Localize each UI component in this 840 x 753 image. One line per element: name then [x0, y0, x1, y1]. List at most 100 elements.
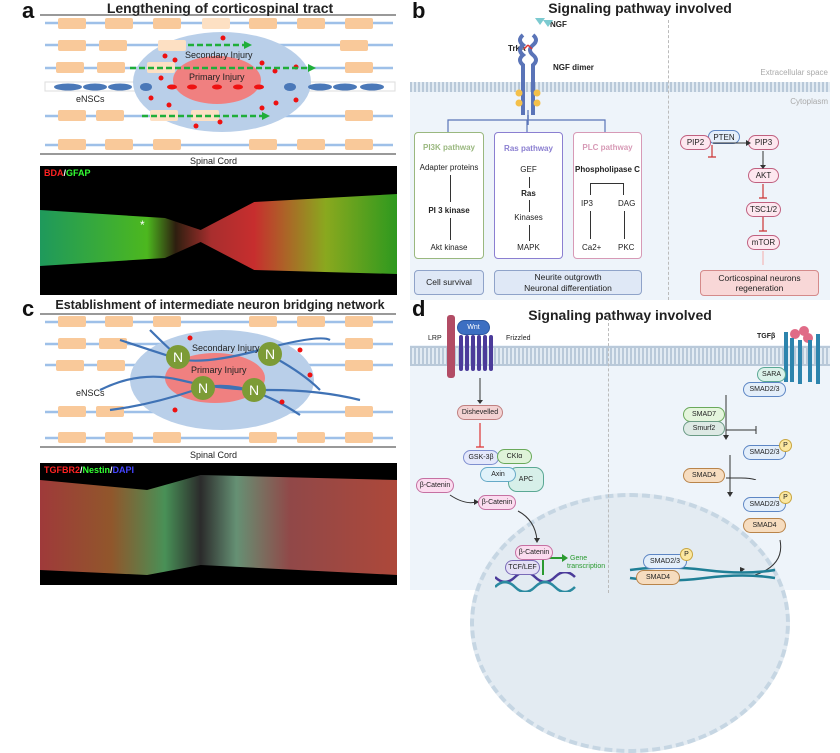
pathway-branch-arrows [447, 110, 606, 132]
panel-label-d: d [412, 296, 426, 321]
primary-injury-label: Primary Injury [189, 72, 245, 82]
cell-survival-box: Cell survival [414, 270, 484, 295]
extracellular-label: Extracellular space [760, 68, 828, 77]
stain-tgfbr2: TGFBR2 [44, 465, 80, 475]
mtor-node: mTOR [747, 235, 780, 250]
pi3-kinase: PI 3 kinase [428, 206, 470, 215]
divider-d [608, 318, 609, 593]
wnt-arrows [449, 378, 568, 575]
kinases: Kinases [514, 213, 543, 222]
akt-kinase: Akt kinase [430, 243, 468, 252]
smad23-receptor: SMAD2/3 [743, 382, 786, 397]
tsc-node: TSC1/2 [746, 202, 781, 217]
stain-sep: / [110, 465, 113, 475]
phospholipase-c: Phospholipase C [575, 165, 640, 174]
dna-helix-icon [495, 572, 576, 592]
ras: Ras [521, 189, 536, 198]
gsk3b-node: GSK-3β [463, 450, 499, 465]
transcription-text: transcription [567, 562, 606, 570]
ensc-label: eNSCs [76, 94, 105, 104]
gene-transcription-label: Gene transcription [567, 555, 605, 570]
frizzled-receptor-icon [459, 335, 493, 371]
ras-title: Ras pathway [504, 144, 553, 153]
tgfb-label: TGFβ [757, 333, 776, 340]
smad7-inhibition-arrows [726, 426, 757, 480]
neurite-outgrowth: Neurite outgrowth [534, 272, 602, 283]
trka-label: TrkA [508, 44, 526, 53]
phosphate-icon: P [779, 439, 792, 452]
stain-dapi: DAPI [112, 465, 135, 475]
cell-membrane-d [410, 346, 830, 366]
beta-catenin-free: β-Catenin [478, 495, 516, 510]
neuron-n-4: N [249, 382, 259, 398]
neuronal-differentiation: Neuronal differentiation [524, 282, 612, 293]
smad4-node: SMAD4 [683, 468, 725, 483]
corticospinal-neurons: Corticospinal neurons [718, 272, 801, 283]
ip3: IP3 [581, 199, 594, 208]
panel-c-title: Establishment of intermediate neuron bri… [55, 298, 385, 312]
panel-b-title: Signaling pathway involved [548, 0, 732, 16]
tgfbr2-nestin-dapi-image: TGFBR2/Nestin/DAPI [40, 463, 397, 585]
trka-receptor-icon [515, 18, 553, 125]
gene-text: Gene [570, 555, 588, 562]
ngf-label: NGF [550, 20, 567, 29]
panel-label-c: c [22, 296, 35, 321]
ras-pathway-box: Ras pathway GEF Ras Kinases MAPK [494, 132, 563, 259]
spinal-cord-label-c: Spinal Cord [190, 450, 238, 460]
pi3k-akt-arrows [708, 140, 767, 265]
smad4-dna: SMAD4 [636, 570, 680, 585]
panel-label-a: a [22, 0, 35, 23]
panel-label-b: b [412, 0, 426, 23]
calcium: Ca2+ [582, 243, 602, 252]
beta-catenin-cytoplasm: β-Catenin [416, 478, 454, 493]
stain-gfap: GFAP [66, 168, 91, 178]
ensc-label-c: eNSCs [76, 388, 105, 398]
frizzled-label: Frizzled [506, 335, 531, 342]
ngf-dimer-label: NGF dimer [553, 63, 594, 72]
tcf-lef-node: TCF/LEF [505, 560, 540, 575]
neuron-n-3: N [198, 380, 208, 396]
neurite-outgrowth-box: Neurite outgrowth Neuronal differentiatio… [494, 270, 642, 295]
secondary-injury-label: Secondary Injury [185, 50, 253, 60]
panel-d-title: Signaling pathway involved [528, 307, 712, 323]
cki-node: CKIα [497, 449, 532, 464]
neuron-n-2: N [265, 346, 275, 362]
sara-node: SARA [757, 367, 786, 382]
panel-a-title: Lengthening of corticospinal tract [106, 0, 334, 16]
adapter-proteins: Adapter proteins [419, 163, 479, 172]
smad23-phospho: SMAD2/3 [743, 445, 786, 460]
stain-sep: / [80, 465, 83, 475]
cytoplasm-label: Cytoplasm [790, 97, 828, 106]
smad23-dna: SMAD2/3 [643, 554, 687, 569]
wnt-node: Wnt [457, 320, 490, 335]
phosphate-icon: P [680, 548, 693, 561]
smurf2-node: Smurf2 [683, 421, 725, 436]
phosphate-icon: P [779, 491, 792, 504]
akt-node: AKT [748, 168, 779, 183]
regeneration: regeneration [735, 283, 784, 293]
tgfb-receptor-icon [784, 326, 820, 384]
mapk: MAPK [517, 243, 540, 252]
pi3k-pathway-box: PI3K pathway Adapter proteins PI 3 kinas… [414, 132, 484, 259]
gef: GEF [520, 165, 537, 174]
lrp-label: LRP [428, 335, 442, 342]
secondary-injury-label-c: Secondary Injury [192, 343, 260, 353]
stain-nestin: Nestin [82, 465, 111, 475]
axin-node: Axin [480, 467, 516, 482]
spinal-cord-label: Spinal Cord [190, 156, 238, 166]
bridging-network-schematic: N NN N [40, 313, 396, 448]
dag: DAG [618, 199, 636, 208]
lrp-receptor-icon [447, 315, 455, 378]
cell-membrane [410, 82, 830, 92]
smad23-complex: SMAD2/3 [743, 497, 786, 512]
stain-bda: BDA [44, 168, 64, 178]
bda-gfap-image: BDA/GFAP * [40, 166, 397, 295]
primary-injury-label-c: Primary Injury [191, 365, 247, 375]
beta-catenin-nucleus: β-Catenin [515, 545, 553, 560]
corticospinal-schematic [40, 14, 396, 155]
neuron-n-1: N [173, 349, 183, 365]
dishevelled-node: Dishevelled [457, 405, 503, 420]
corticospinal-regeneration-box: Corticospinal neurons regeneration [700, 270, 819, 296]
plc-pathway-box: PLC pathway Phospholipase C IP3 DAG Ca2+… [573, 132, 642, 259]
pip2-node: PIP2 [680, 135, 711, 150]
